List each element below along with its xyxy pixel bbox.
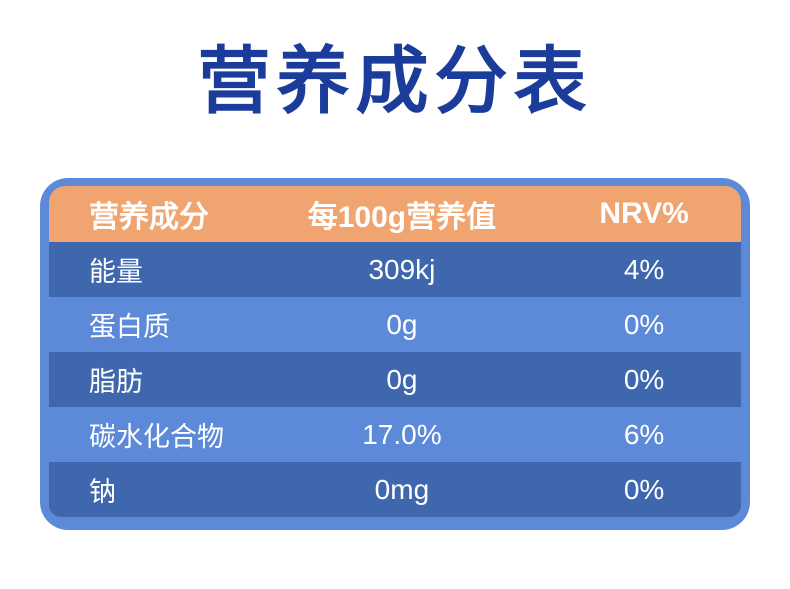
row-value: 0g [386,363,418,395]
row-nrv: 6% [623,418,665,450]
row-value: 17.0% [362,418,442,450]
row-name: 脂肪 [89,367,143,397]
row-name: 能量 [89,257,143,287]
row-name: 钠 [89,477,116,507]
row-name: 碳水化合物 [89,422,224,452]
row-value: 0g [386,308,418,340]
row-value: 309kj [368,253,436,285]
header-component: 营养成分 [89,201,209,234]
row-nrv: 0% [623,308,665,340]
table-row: 能量 309kj 4% [49,242,741,297]
nutrition-table-panel: 营养成分 每100g营养值 NRV% 能量 309kj 4% 蛋白质 0g 0%… [40,178,750,530]
page-title: 营养成分表 [197,41,593,122]
row-name: 蛋白质 [89,312,170,342]
table-header-row: 营养成分 每100g营养值 NRV% [49,186,741,242]
row-nrv: 0% [623,363,665,395]
row-nrv: 0% [623,473,665,505]
table-row: 脂肪 0g 0% [49,352,741,407]
row-value: 0mg [374,473,430,505]
table-row: 钠 0mg 0% [49,462,741,517]
header-nrv: NRV% [599,197,689,230]
header-per-100g: 每100g营养值 [307,201,497,234]
row-nrv: 4% [623,253,665,285]
table-row: 蛋白质 0g 0% [49,297,741,352]
table-row: 碳水化合物 17.0% 6% [49,407,741,462]
